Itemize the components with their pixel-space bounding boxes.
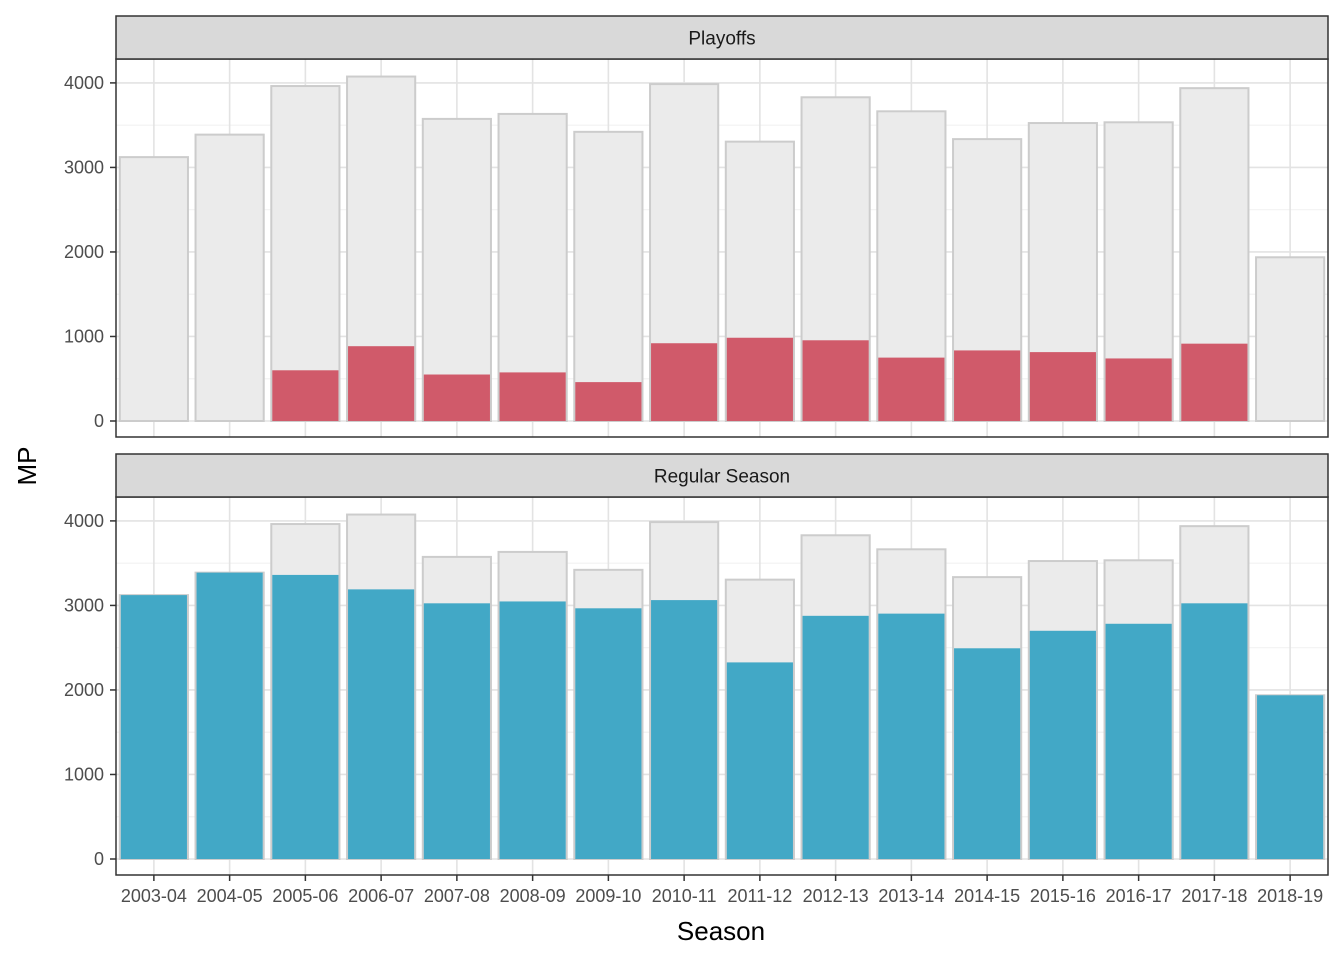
x-tick-label: 2012-13 [803,886,869,906]
y-tick-label: 1000 [64,326,104,346]
bar-2015-16 [1029,630,1096,859]
bar-2007-08 [423,374,490,421]
x-tick-label: 2004-05 [197,886,263,906]
bar-2010-11 [651,343,718,421]
y-tick-label: 3000 [64,595,104,615]
bar-2010-11 [651,600,718,859]
x-tick-label: 2003-04 [121,886,187,906]
bar-2015-16 [1029,352,1096,421]
background-bar-2003-04 [118,156,189,422]
y-tick-label: 2000 [64,680,104,700]
bar-2008-09 [499,601,566,859]
x-tick-label: 2015-16 [1030,886,1096,906]
y-tick-label: 0 [94,411,104,431]
x-axis: 2003-04 2004-05 2005-06 2006-07 2007-08 2008-… [121,875,1323,906]
y-tick-label: 4000 [64,73,104,93]
bar-2014-15 [954,648,1021,859]
y-tick-label: 4000 [64,511,104,531]
background-bar-2009-10 [573,130,644,422]
bar-2009-10 [575,382,642,421]
x-tick-label: 2007-08 [424,886,490,906]
bar-2018-19 [1257,695,1324,859]
x-tick-label: 2016-17 [1106,886,1172,906]
x-tick-label: 2018-19 [1257,886,1323,906]
x-tick-label: 2011-12 [728,886,793,906]
bar-2016-17 [1105,358,1172,421]
bar-2016-17 [1105,623,1172,859]
bar-2006-07 [348,589,415,859]
bar-2007-08 [423,603,490,859]
y-tick-label: 2000 [64,242,104,262]
bar-2003-04 [120,595,187,859]
bar-2005-06 [272,574,339,859]
y-tick-label: 1000 [64,764,104,784]
strip-label: Regular Season [654,467,790,488]
bar-2004-05 [196,572,263,859]
bar-2013-14 [878,357,945,421]
bar-2005-06 [272,370,339,421]
bar-2006-07 [348,346,415,421]
bar-2017-18 [1181,603,1248,859]
strip-background [115,15,1329,60]
background-bar-2004-05 [194,133,265,422]
x-tick-label: 2008-09 [500,886,566,906]
bar-2014-15 [954,350,1021,421]
y-tick-label: 3000 [64,157,104,177]
bar-2011-12 [726,662,793,859]
x-axis-title: Season [677,916,765,946]
bar-2008-09 [499,372,566,421]
x-tick-label: 2014-15 [954,886,1020,906]
x-tick-label: 2006-07 [348,886,414,906]
y-axis-title: MP [12,447,42,486]
strip-background [115,453,1329,498]
bar-2013-14 [878,613,945,859]
background-bar-2018-19 [1255,256,1326,422]
x-tick-label: 2005-06 [272,886,338,906]
panel-regular-season: Regular Season 0 1000 2000 3000 4000 [64,453,1329,876]
bar-2012-13 [802,615,869,859]
bar-2017-18 [1181,343,1248,421]
x-tick-label: 2013-14 [878,886,944,906]
panel-playoffs: Playoffs 0 1000 2000 3000 4000 [64,15,1329,438]
x-tick-label: 2010-11 [652,886,717,906]
x-tick-label: 2009-10 [575,886,641,906]
bar-2012-13 [802,340,869,421]
strip-label: Playoffs [688,29,755,50]
panels-layer: Playoffs 0 1000 2000 3000 4000 Regular Season 0… [64,15,1329,876]
background-bar-2005-06 [270,85,341,423]
x-tick-label: 2017-18 [1181,886,1247,906]
y-tick-label: 0 [94,849,104,869]
bar-2009-10 [575,608,642,859]
bar-2011-12 [726,337,793,421]
